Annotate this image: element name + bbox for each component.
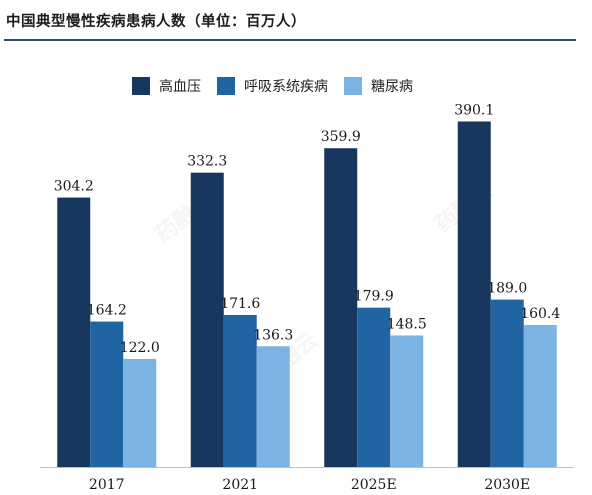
bar-2017-高血压 bbox=[57, 197, 91, 467]
x-tick-label: 2017 bbox=[89, 477, 125, 493]
data-label: 359.9 bbox=[321, 129, 361, 145]
data-label: 171.6 bbox=[220, 296, 260, 312]
title-divider bbox=[4, 39, 576, 41]
legend-swatch-respiratory bbox=[217, 77, 235, 95]
data-label: 148.5 bbox=[387, 316, 427, 332]
bar-2017-糖尿病 bbox=[123, 358, 157, 467]
bar-2025E-糖尿病 bbox=[390, 335, 424, 467]
data-label: 304.2 bbox=[54, 179, 94, 195]
legend-item-diabetes: 糖尿病 bbox=[344, 76, 413, 96]
legend-swatch-hypertension bbox=[132, 77, 150, 95]
legend-swatch-diabetes bbox=[344, 77, 362, 95]
x-tick-label: 2025E bbox=[351, 477, 397, 493]
bar-2025E-高血压 bbox=[324, 148, 358, 467]
data-label: 390.1 bbox=[454, 102, 494, 118]
bar-2021-糖尿病 bbox=[256, 346, 290, 467]
legend-item-hypertension: 高血压 bbox=[132, 76, 201, 96]
data-label: 122.0 bbox=[120, 340, 160, 356]
legend-label-respiratory: 呼吸系统疾病 bbox=[244, 79, 328, 95]
data-label: 160.4 bbox=[520, 306, 560, 322]
x-tick-label: 2021 bbox=[222, 477, 258, 493]
bar-2030E-糖尿病 bbox=[523, 324, 557, 467]
chart-title: 中国典型慢性疾病患病人数（单位：百万人） bbox=[6, 14, 306, 30]
bar-2017-呼吸系统疾病 bbox=[90, 321, 124, 467]
data-label: 189.0 bbox=[487, 281, 527, 297]
data-label: 164.2 bbox=[87, 303, 127, 319]
legend-label-diabetes: 糖尿病 bbox=[371, 79, 413, 95]
bar-2025E-呼吸系统疾病 bbox=[357, 307, 391, 467]
x-tick-label: 2030E bbox=[484, 477, 530, 493]
legend-item-respiratory: 呼吸系统疾病 bbox=[217, 76, 328, 96]
legend-label-hypertension: 高血压 bbox=[159, 79, 201, 95]
chart-legend: 高血压 呼吸系统疾病 糖尿病 bbox=[132, 76, 429, 96]
data-label: 136.3 bbox=[253, 327, 293, 343]
data-label: 179.9 bbox=[354, 289, 394, 305]
bar-2021-高血压 bbox=[190, 172, 224, 468]
bar-2021-呼吸系统疾病 bbox=[223, 315, 257, 467]
bar-2030E-呼吸系统疾病 bbox=[490, 299, 524, 467]
bar-2030E-高血压 bbox=[457, 121, 491, 468]
data-label: 332.3 bbox=[187, 154, 227, 170]
